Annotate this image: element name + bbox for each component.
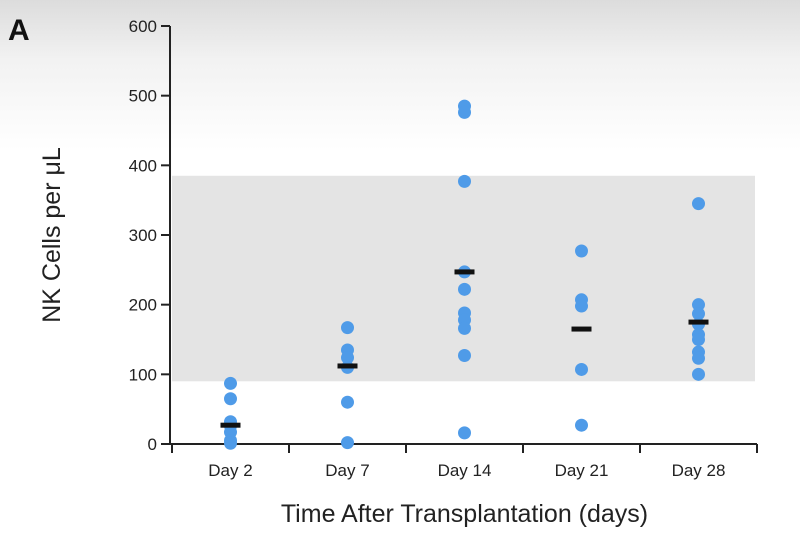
y-axis-title: NK Cells per μL	[38, 147, 66, 323]
y-tick-label: 200	[129, 296, 157, 315]
reference-range-band	[172, 175, 755, 382]
data-point	[692, 367, 705, 381]
y-tick-label: 0	[148, 435, 157, 454]
data-point	[458, 426, 471, 440]
y-tick-label: 300	[129, 226, 157, 245]
data-point	[575, 362, 588, 376]
data-point	[341, 436, 354, 450]
median-marker	[337, 363, 358, 369]
data-point	[224, 392, 237, 406]
y-tick-label: 400	[129, 156, 157, 175]
y-axis: 0 100 200 300 400 500 600	[129, 17, 171, 454]
data-point	[458, 282, 471, 296]
median-markers	[220, 269, 709, 428]
y-tick-label: 100	[129, 365, 157, 384]
data-point	[575, 299, 588, 313]
data-point	[692, 351, 705, 365]
data-point	[458, 321, 471, 335]
median-marker	[571, 326, 592, 332]
data-point	[458, 349, 471, 363]
data-point	[692, 197, 705, 211]
x-axis-title: Time After Transplantation (days)	[281, 500, 648, 528]
data-point	[224, 376, 237, 390]
data-point	[692, 298, 705, 312]
median-marker	[688, 319, 709, 325]
data-point	[692, 307, 705, 321]
x-category-label: Day 21	[555, 461, 609, 480]
data-point	[575, 244, 588, 258]
x-axis: Day 2 Day 7 Day 14 Day 21 Day 28	[170, 443, 758, 480]
data-point	[692, 333, 705, 346]
panel-label: A	[8, 14, 30, 47]
data-point	[458, 105, 471, 119]
data-point	[458, 174, 471, 188]
data-point	[575, 418, 588, 432]
y-tick-label: 500	[129, 87, 157, 106]
x-category-label: Day 7	[325, 461, 369, 480]
data-point	[341, 351, 354, 365]
median-marker	[220, 422, 241, 428]
y-tick-label: 600	[129, 17, 157, 36]
x-category-label: Day 2	[208, 461, 252, 480]
x-category-label: Day 28	[672, 461, 726, 480]
data-point	[341, 395, 354, 409]
data-point	[341, 321, 354, 335]
median-marker	[454, 269, 475, 275]
data-point	[224, 436, 237, 450]
x-category-label: Day 14	[438, 461, 492, 480]
